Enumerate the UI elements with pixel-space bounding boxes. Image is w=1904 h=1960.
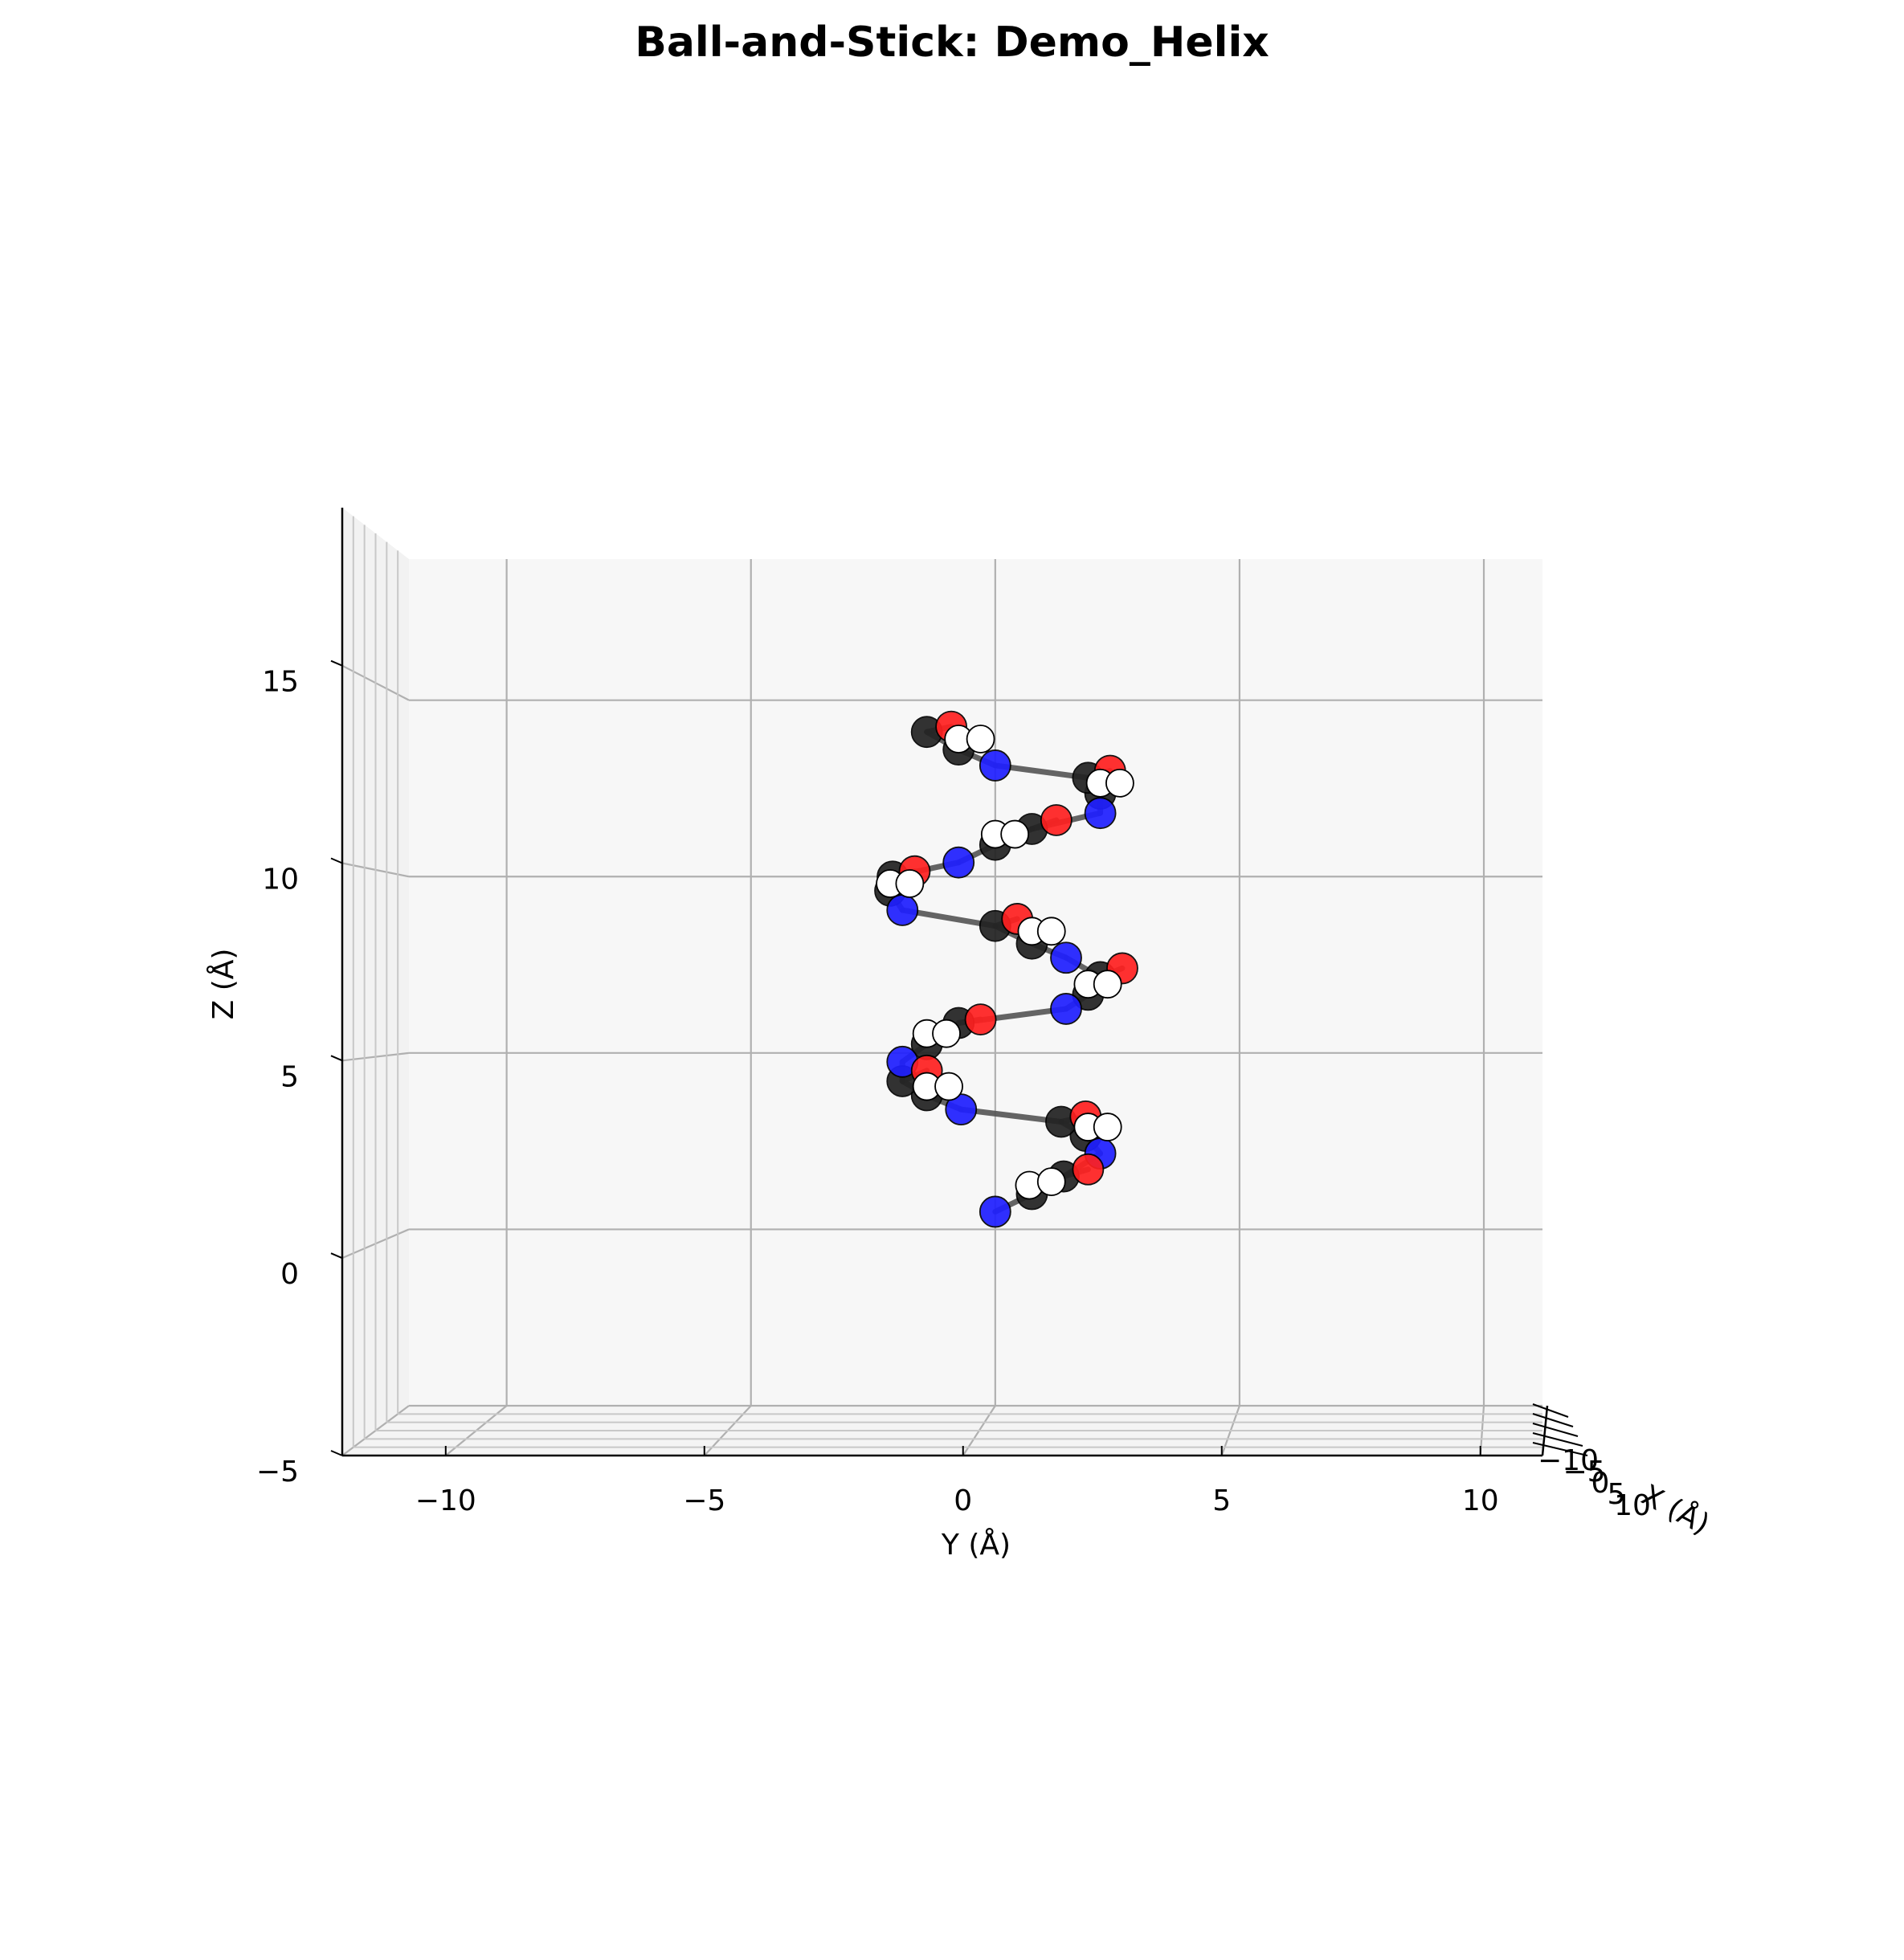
axes: [330, 508, 1588, 1457]
atom-N-res9-28: [1084, 797, 1117, 830]
atom-N-res1-20: [979, 1195, 1011, 1228]
x-tick-label-0: −10: [415, 1484, 476, 1517]
depth-tick-label-3: 5: [1608, 1478, 1626, 1511]
depth-tick-label-1: −5: [1563, 1456, 1605, 1488]
atom-H-res7-53: [895, 869, 925, 898]
y-tick-label-4: 15: [262, 666, 299, 699]
atom-N-res6-25: [1050, 941, 1082, 974]
back-pane: [409, 559, 1542, 1406]
depth-tick-label-0: −10: [1538, 1444, 1599, 1477]
y-tick-mark-1: [330, 1252, 343, 1260]
depth-axis-label: X (Å): [1636, 1477, 1716, 1541]
y-tick-label-2: 5: [280, 1060, 299, 1093]
y-tick-label-0: −5: [256, 1456, 299, 1488]
atom-N-res10-29: [979, 749, 1011, 782]
depth-tick-mark-3: [1532, 1432, 1583, 1447]
atoms: [874, 710, 1138, 1228]
x-tick-label-2: 0: [954, 1484, 972, 1517]
atom-N-res5-24: [1050, 993, 1082, 1025]
depth-tick-mark-2: [1532, 1423, 1579, 1437]
atom-H-res9-57: [1105, 768, 1134, 798]
atom-H-res10-59: [966, 725, 995, 753]
atom-H-res8-55: [1000, 819, 1030, 849]
x-tick-label-3: 5: [1212, 1484, 1231, 1517]
atom-N-res7-26: [886, 894, 919, 926]
y-tick-mark-4: [330, 659, 343, 667]
x-tick-label-4: 10: [1462, 1484, 1499, 1517]
atom-H-res4-47: [932, 1019, 961, 1048]
atom-N-res3-22: [945, 1093, 978, 1125]
atom-O-res8-37: [1040, 804, 1073, 836]
chart-title: Ball-and-Stick: Demo_Helix: [635, 18, 1269, 67]
depth-tick-mark-4: [1532, 1442, 1588, 1456]
atom-O-res1-30: [1072, 1153, 1105, 1186]
y-tick-mark-3: [330, 857, 343, 864]
atom-H-res1-41: [1036, 1167, 1066, 1197]
depth-axis-line: [1541, 1405, 1549, 1456]
atom-H-res6-51: [1036, 917, 1066, 946]
atom-H-res5-49: [1093, 970, 1122, 999]
y-tick-mark-2: [330, 1055, 343, 1062]
x-tick-label-1: −5: [683, 1484, 725, 1517]
atom-O-res4-33: [964, 1003, 997, 1036]
x-axis-label: Y (Å): [941, 1527, 1011, 1562]
depth-tick-label-2: 0: [1591, 1467, 1610, 1500]
y-axis-label: Z (Å): [206, 949, 240, 1020]
atom-H-res2-43: [1093, 1113, 1122, 1141]
y-tick-mark-0: [330, 1450, 343, 1456]
y-tick-label-1: 0: [280, 1258, 299, 1291]
atom-N-res8-27: [942, 846, 975, 879]
depth-tick-label-4: 10: [1614, 1489, 1651, 1522]
atom-H-res3-45: [934, 1072, 963, 1101]
y-tick-label-3: 10: [262, 864, 299, 896]
bond-peptide-2: [958, 1106, 1064, 1125]
grid-lines: [341, 516, 1542, 1456]
depth-tick-mark-1: [1532, 1413, 1574, 1427]
depth-tick-mark-0: [1532, 1403, 1569, 1418]
